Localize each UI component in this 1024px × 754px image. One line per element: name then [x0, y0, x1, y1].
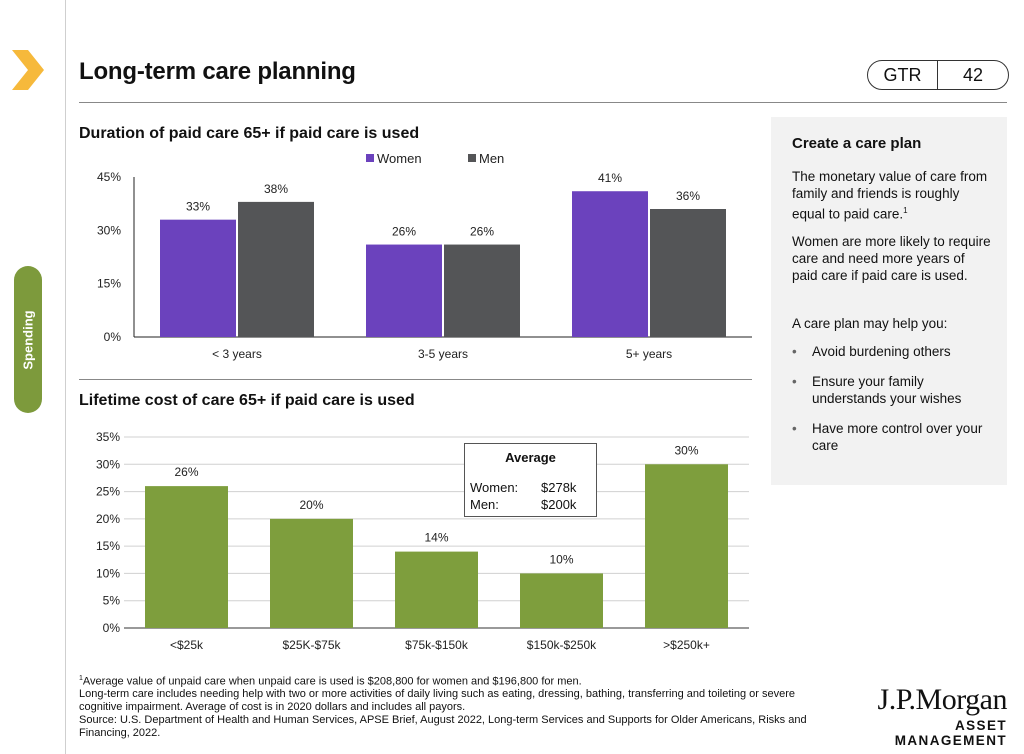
list-item: Avoid burdening others — [792, 343, 997, 360]
logo-brand: J.P.Morgan — [877, 683, 1008, 716]
cost-chart: 0% 5% 10% 15% 20% 25% 30% 35% 26% 20% 14% 10% 30% <… — [96, 430, 749, 652]
bar-cost — [145, 486, 228, 628]
data-label: 33% — [186, 200, 210, 214]
panel-paragraph-1: The monetary value of care from family a… — [792, 168, 992, 223]
bar-men — [444, 244, 520, 337]
care-plan-panel: Create a care plan The monetary value of… — [771, 117, 1007, 485]
y-tick-label: 30% — [96, 457, 120, 471]
badge-guide-label: GTR — [868, 61, 938, 89]
section-tab-label: Spending — [20, 309, 36, 370]
footnote-source: Source: U.S. Department of Health and Hu… — [79, 714, 807, 739]
footnote-2: Long-term care includes needing help wit… — [79, 688, 795, 714]
average-annotation-box: Average Women: $278k Men: $200k — [464, 443, 597, 517]
bar-cost — [395, 551, 478, 628]
chart2-title: Lifetime cost of care 65+ if paid care i… — [79, 392, 415, 409]
data-label: 41% — [598, 171, 622, 185]
title-divider — [79, 102, 1007, 103]
chart-divider — [79, 379, 752, 380]
panel-paragraph-2: Women are more likely to require care an… — [792, 234, 991, 283]
y-tick-label: 35% — [96, 430, 120, 444]
y-tick-label: 45% — [97, 170, 121, 184]
y-tick-label: 15% — [96, 539, 120, 553]
legend-swatch-men — [468, 154, 476, 162]
average-women-label: Women: — [470, 480, 519, 495]
panel-footnote-ref: 1 — [903, 206, 908, 215]
bar-women — [160, 219, 236, 337]
panel-bullet-list: Avoid burdening others Ensure your famil… — [792, 343, 997, 467]
data-label: 26% — [174, 465, 198, 479]
x-tick-label: < 3 years — [212, 347, 262, 361]
panel-paragraph-3: A care plan may help you: — [792, 316, 948, 331]
data-label: 20% — [299, 498, 323, 512]
bar-cost — [270, 518, 353, 628]
section-tab-spending[interactable]: Spending — [14, 266, 42, 413]
badge-page-number: 42 — [962, 65, 984, 85]
data-label: 26% — [392, 225, 416, 239]
footnote-1: 1Average value of unpaid care when unpai… — [79, 673, 829, 688]
panel-title: Create a care plan — [792, 135, 922, 152]
y-tick-label: 5% — [103, 594, 121, 608]
average-title: Average — [505, 450, 556, 465]
logo-subtitle: ASSET MANAGEMENT — [894, 718, 1007, 748]
data-label: 26% — [470, 225, 494, 239]
data-label: 30% — [674, 443, 698, 457]
y-tick-label: 10% — [96, 566, 120, 580]
duration-chart: Women Men 0%15%30%45% 33%38%26% 26%41%36% … — [97, 151, 752, 361]
x-tick-label: 5+ years — [626, 347, 672, 361]
y-tick-label: 20% — [96, 512, 120, 526]
left-margin-rule — [65, 0, 66, 754]
data-label: 36% — [676, 189, 700, 203]
x-tick-label: 3-5 years — [418, 347, 468, 361]
bar-women — [572, 191, 648, 337]
chevron-right-icon — [12, 50, 44, 90]
average-men-label: Men: — [470, 497, 499, 512]
legend-label-men: Men — [479, 151, 504, 166]
bar-cost — [645, 464, 728, 628]
x-tick-label: >$250k+ — [663, 638, 710, 652]
bar-men — [238, 201, 314, 337]
data-label: 38% — [264, 182, 288, 196]
list-item: Ensure your family understands your wish… — [792, 373, 997, 407]
legend-swatch-women — [366, 154, 374, 162]
footnote-marker: 1 — [79, 675, 83, 682]
x-tick-label: $25K-$75k — [282, 638, 341, 652]
data-label: 10% — [549, 552, 573, 566]
bar-women — [366, 244, 442, 337]
y-tick-label: 15% — [97, 277, 121, 291]
y-tick-label: 0% — [104, 330, 122, 344]
footnote-1-text: Average value of unpaid care when unpaid… — [82, 675, 582, 688]
panel-paragraph-1-text: The monetary value of care from family a… — [792, 169, 988, 222]
x-tick-label: $75k-$150k — [405, 638, 469, 652]
y-tick-label: 30% — [97, 223, 121, 237]
bar-cost — [520, 573, 603, 628]
y-tick-label: 0% — [103, 621, 121, 635]
jpmorgan-logo: J.P.Morgan ASSET MANAGEMENT — [850, 683, 1008, 749]
y-tick-label: 25% — [96, 485, 120, 499]
list-item: Have more control over your care — [792, 420, 997, 454]
data-label: 14% — [424, 531, 448, 545]
average-men-value: $200k — [541, 497, 577, 512]
x-tick-label: $150k-$250k — [527, 638, 597, 652]
page-title: Long-term care planning — [79, 58, 356, 85]
average-women-value: $278k — [541, 480, 577, 495]
x-tick-label: <$25k — [170, 638, 204, 652]
bar-men — [650, 209, 726, 337]
page-badge: GTR 42 — [867, 60, 1009, 90]
legend-label-women: Women — [377, 151, 422, 166]
footnotes: 1Average value of unpaid care when unpai… — [79, 673, 829, 740]
chart1-title: Duration of paid care 65+ if paid care i… — [79, 125, 420, 142]
